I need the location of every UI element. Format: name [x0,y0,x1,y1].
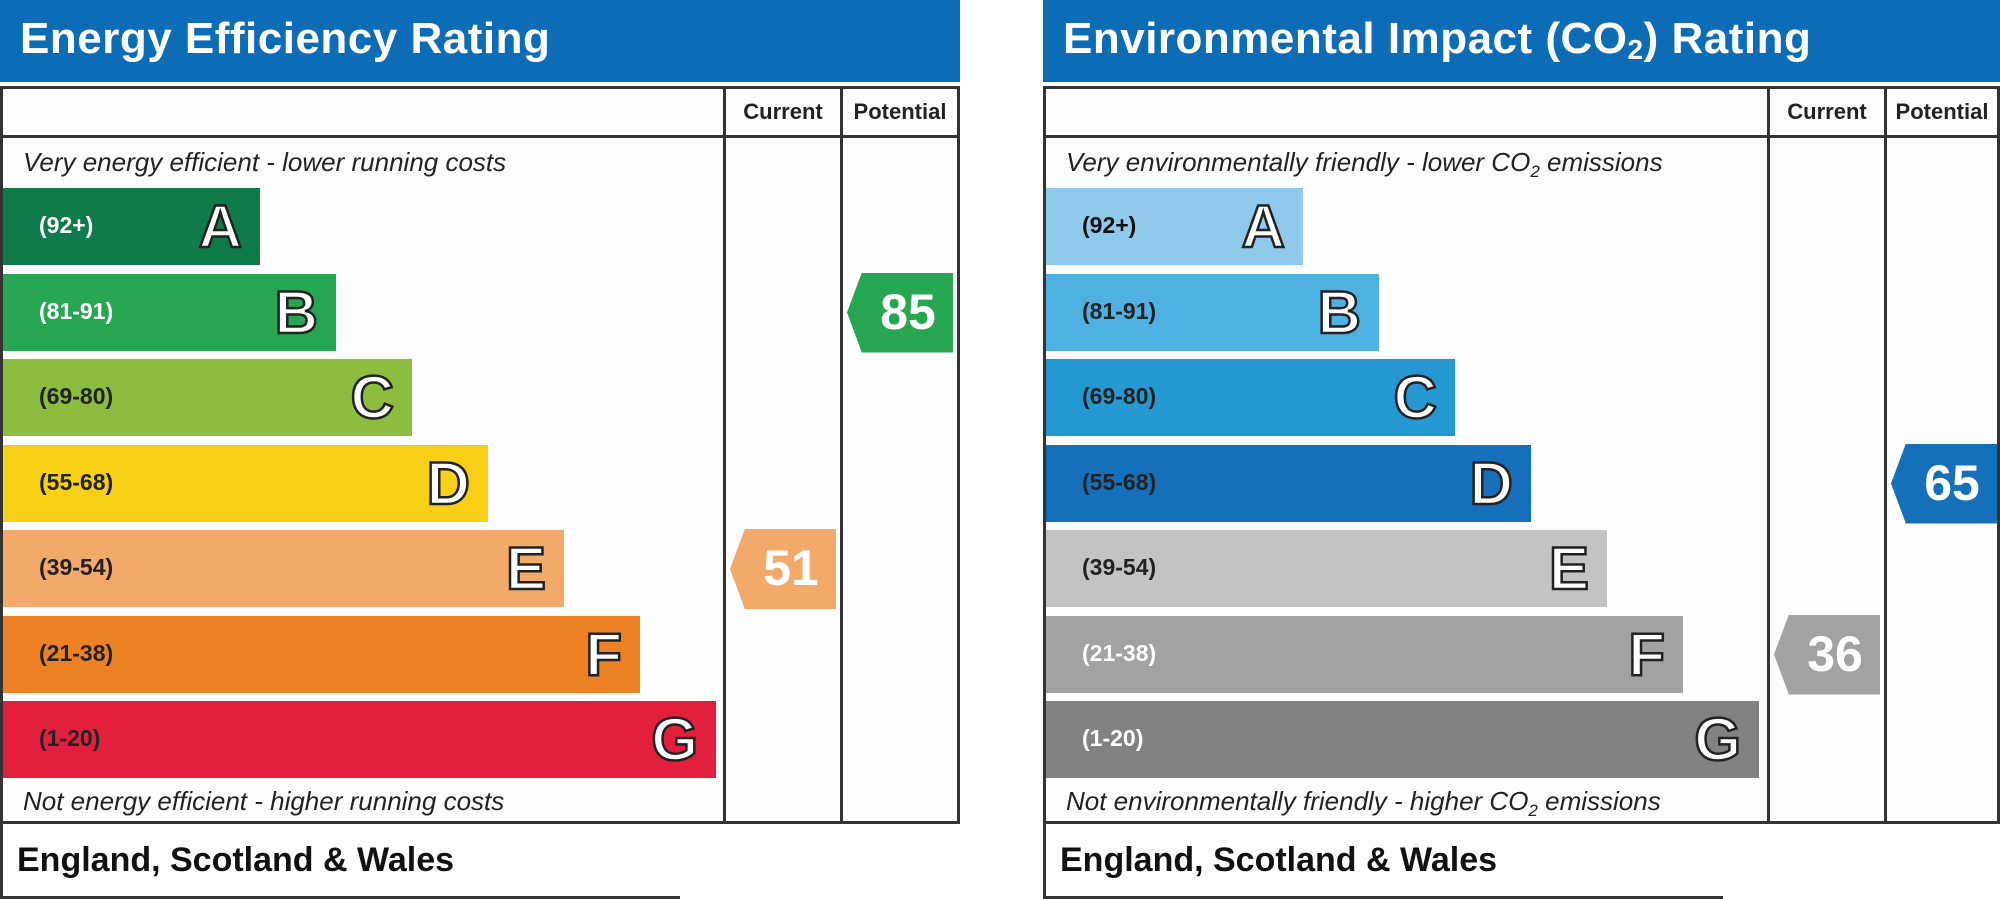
band-range-label: (81-91) [39,297,114,324]
band-range-label: (92+) [1082,212,1137,238]
rating-band-f: (21-38) F [3,615,640,693]
header-divider [3,135,957,138]
region-footer: England, Scotland & Wales [1043,824,1723,899]
bottom-caption: Not environmentally friendly - higher CO… [1066,786,1661,821]
band-letter: F [1627,619,1666,689]
current-rating-value: 51 [763,540,819,596]
potential-rating-arrow: 65 [1891,443,1997,524]
band-range-label: (55-68) [39,468,114,495]
band-letter: E [1548,534,1591,604]
current-column-header: Current [743,99,823,124]
band-range-label: (92+) [39,212,94,238]
band-range-label: (21-38) [39,639,114,666]
environmental-impact-header: Environmental Impact (CO2) Rating [1043,0,2000,82]
band-letter: E [505,534,548,604]
bottom-caption: Not energy efficient - higher running co… [23,786,505,816]
rating-band-b: (81-91) B [3,273,336,351]
rating-band-e: (39-54) E [1046,530,1607,607]
potential-rating-arrow: 85 [847,272,953,353]
rating-band-c: (69-80) C [1046,359,1455,436]
top-caption: Very environmentally friendly - lower CO… [1066,147,1663,182]
rating-band-a: (92+) A [3,188,260,265]
band-letter: D [425,448,471,518]
band-range-label: (81-91) [1082,297,1157,324]
environmental-impact-chart: Current Potential Very environmentally f… [1043,86,2000,824]
current-rating-arrow: 36 [1774,614,1880,695]
environmental-impact-panel: Environmental Impact (CO2) Rating Curren… [1043,0,2000,899]
current-rating-value: 36 [1807,625,1863,682]
potential-column-header: Potential [853,99,947,124]
region-label: England, Scotland & Wales [1060,841,1498,879]
band-letter: C [349,363,395,433]
band-letter: F [584,619,623,689]
region-footer: England, Scotland & Wales [0,824,680,899]
energy-efficiency-header: Energy Efficiency Rating [0,0,960,82]
rating-band-d: (55-68) D [1046,444,1531,522]
band-letter: G [1693,705,1742,775]
energy-efficiency-title: Energy Efficiency Rating [20,14,551,63]
column-divider [1884,89,1887,821]
band-range-label: (69-80) [39,383,114,409]
region-label: England, Scotland & Wales [17,841,455,879]
rating-band-g: (1-20) G [1046,701,1759,778]
environmental-impact-title: Environmental Impact (CO2) Rating [1063,14,1812,65]
band-letter: B [1316,277,1362,347]
rating-band-c: (69-80) C [3,359,412,436]
band-letter: D [1468,448,1514,518]
rating-band-b: (81-91) B [1046,273,1379,351]
potential-rating-value: 85 [880,283,936,340]
rating-band-d: (55-68) D [3,444,488,522]
band-letter: A [197,192,243,262]
band-letter: B [273,277,319,347]
band-range-label: (39-54) [1082,554,1157,580]
rating-band-f: (21-38) F [1046,615,1683,693]
energy-efficiency-chart: Current Potential Very energy efficient … [0,86,960,824]
rating-band-g: (1-20) G [3,701,716,778]
column-divider [840,89,843,821]
current-column-header: Current [1787,99,1867,124]
band-range-label: (39-54) [39,554,114,580]
potential-column-header: Potential [1895,99,1989,124]
band-range-label: (1-20) [1082,725,1144,751]
band-letter: C [1392,363,1438,433]
band-range-label: (1-20) [39,725,101,751]
current-rating-arrow: 51 [730,529,836,609]
rating-band-e: (39-54) E [3,530,564,607]
band-letter: A [1240,192,1286,262]
band-range-label: (21-38) [1082,639,1157,666]
column-divider [1767,89,1770,821]
potential-rating-value: 65 [1924,454,1980,511]
rating-band-a: (92+) A [1046,188,1303,265]
energy-efficiency-panel: Energy Efficiency Rating Current Potenti… [0,0,960,899]
band-letter: G [650,705,699,775]
band-range-label: (69-80) [1082,383,1157,409]
top-caption: Very energy efficient - lower running co… [23,147,507,177]
header-divider [1046,135,1997,138]
band-range-label: (55-68) [1082,468,1157,495]
column-divider [723,89,726,821]
